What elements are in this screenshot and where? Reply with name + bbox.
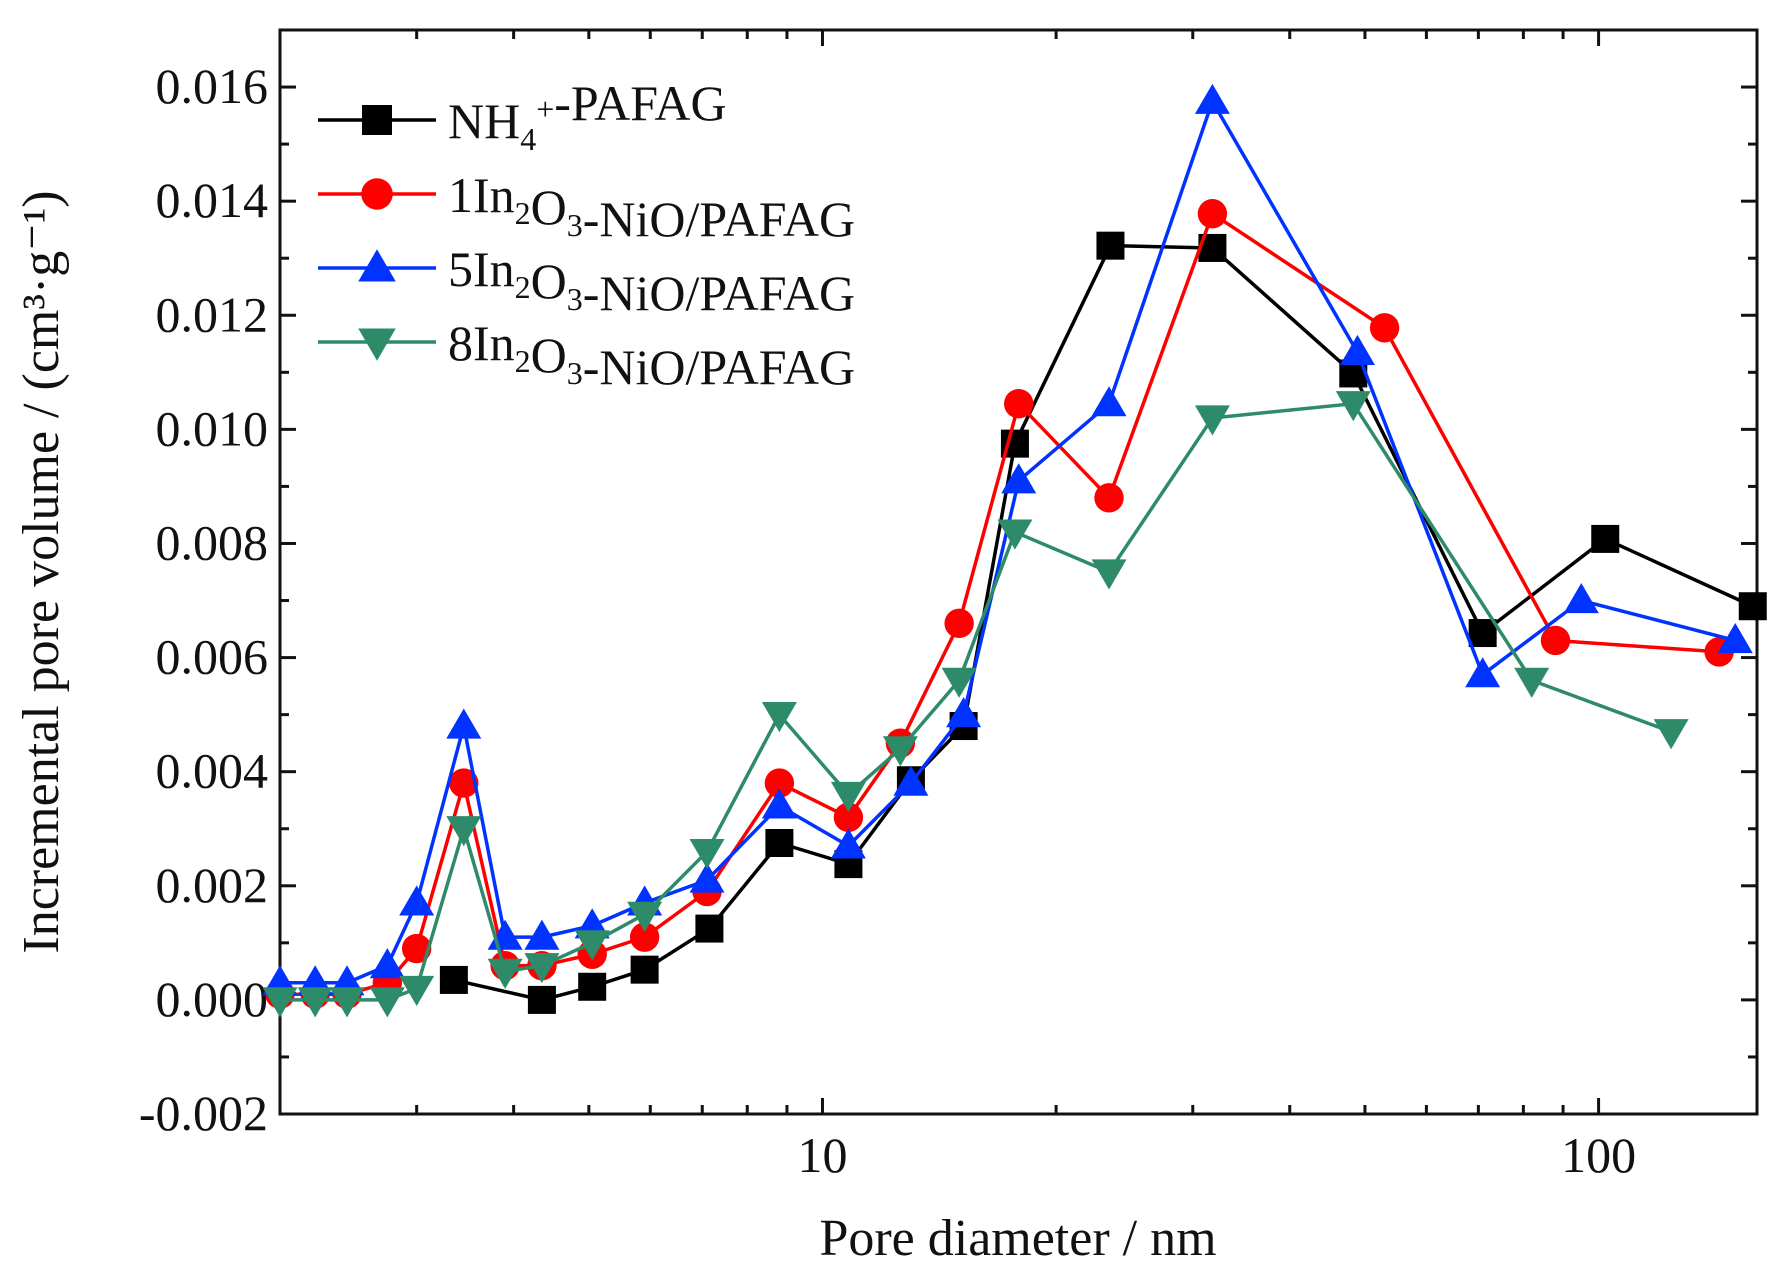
- y-tick-label: 0.012: [156, 286, 269, 342]
- y-tick-label: 0.010: [156, 400, 269, 456]
- legend-label: 8In2O3-NiO/PAFAG: [448, 315, 855, 395]
- data-point: [578, 972, 607, 1001]
- data-point: [764, 768, 795, 798]
- data-point: [765, 829, 794, 857]
- data-point: [358, 328, 396, 361]
- data-point: [997, 519, 1033, 550]
- data-point: [449, 768, 479, 798]
- data-point: [361, 178, 393, 210]
- data-point: [358, 249, 396, 282]
- data-point: [369, 987, 405, 1018]
- data-point: [761, 702, 797, 733]
- data-point: [946, 697, 982, 728]
- data-point: [695, 914, 724, 943]
- data-point: [1335, 391, 1371, 422]
- data-point: [1465, 657, 1501, 688]
- data-point: [1540, 625, 1571, 656]
- data-point: [369, 948, 405, 979]
- data-point: [1091, 386, 1127, 417]
- data-point: [1468, 619, 1497, 648]
- data-point: [297, 987, 333, 1018]
- y-tick-label: 0.008: [156, 514, 269, 570]
- data-point: [761, 788, 797, 819]
- data-point: [262, 987, 298, 1018]
- legend-item-4: 8In2O3-NiO/PAFAG: [318, 315, 855, 395]
- data-point: [1194, 83, 1230, 114]
- data-point: [830, 781, 866, 813]
- x-tick-label: 100: [1561, 1127, 1636, 1183]
- y-tick-label: 0.000: [156, 971, 269, 1027]
- data-point: [399, 975, 435, 1006]
- x-axis-title: Pore diameter / nm: [819, 1210, 1216, 1267]
- legend: NH4+-PAFAG 1In2O3-NiO/PAFAG5In2O3-NiO/PAF…: [318, 75, 855, 395]
- data-point: [689, 838, 725, 870]
- y-axis: -0.002 0.000 0.002 0.004 0.006 0.008 0.010 0.01…: [139, 28, 1757, 1141]
- legend-label: 1In2O3-NiO/PAFAG: [448, 167, 855, 247]
- data-point: [524, 919, 560, 950]
- x-tick-label: 10: [797, 1127, 847, 1183]
- data-point: [689, 862, 725, 893]
- y-tick-label: 0.002: [156, 857, 269, 913]
- y-tick-label: -0.002: [139, 1085, 268, 1141]
- y-tick-label: 0.006: [156, 629, 269, 685]
- data-point: [1653, 719, 1689, 750]
- data-point: [446, 708, 482, 739]
- data-point: [1001, 463, 1037, 494]
- legend-label: NH4+-PAFAG: [448, 75, 727, 157]
- data-point: [944, 608, 974, 639]
- data-point: [941, 667, 977, 698]
- y-axis-title: Incremental pore volume / (cm³·g⁻¹): [13, 190, 70, 953]
- data-point: [833, 802, 864, 833]
- series-layer: [262, 83, 1767, 1018]
- data-point: [1091, 559, 1127, 590]
- data-point: [574, 930, 610, 961]
- data-point: [401, 933, 432, 964]
- data-point: [1563, 583, 1599, 614]
- data-point: [830, 828, 866, 859]
- legend-item-1: NH4+-PAFAG: [318, 75, 727, 157]
- data-point: [1197, 199, 1228, 229]
- x-axis: 10 100: [278, 30, 1636, 1183]
- data-point: [399, 885, 435, 916]
- plot-frame: [278, 28, 1759, 1116]
- series-line: [280, 401, 1672, 1002]
- legend-item-3: 5In2O3-NiO/PAFAG: [318, 241, 855, 321]
- y-tick-label: 0.004: [156, 743, 269, 799]
- data-point: [362, 105, 392, 135]
- series-3: [262, 83, 1753, 996]
- series-4: [262, 391, 1689, 1018]
- data-point: [1004, 388, 1034, 419]
- data-point: [1094, 483, 1124, 513]
- data-point: [893, 765, 929, 796]
- data-point: [439, 965, 468, 994]
- data-point: [487, 958, 523, 989]
- data-point: [1339, 334, 1375, 365]
- data-point: [630, 955, 659, 984]
- legend-label: 5In2O3-NiO/PAFAG: [448, 241, 855, 321]
- legend-item-2: 1In2O3-NiO/PAFAG: [318, 167, 855, 247]
- y-tick-label: 0.014: [156, 172, 269, 228]
- data-point: [1369, 313, 1400, 343]
- data-point: [446, 816, 482, 847]
- data-point: [882, 736, 918, 767]
- series-line: [280, 99, 1736, 985]
- data-point: [627, 901, 663, 932]
- data-point: [629, 922, 660, 952]
- data-point: [524, 953, 560, 984]
- data-point: [1194, 405, 1230, 436]
- data-point: [329, 987, 365, 1018]
- data-point: [1738, 592, 1767, 621]
- data-point: [1514, 667, 1550, 698]
- data-point: [527, 985, 556, 1014]
- data-point: [1717, 622, 1753, 654]
- y-tick-label: 0.016: [156, 58, 269, 114]
- data-point: [1591, 524, 1620, 553]
- data-point: [1096, 231, 1125, 260]
